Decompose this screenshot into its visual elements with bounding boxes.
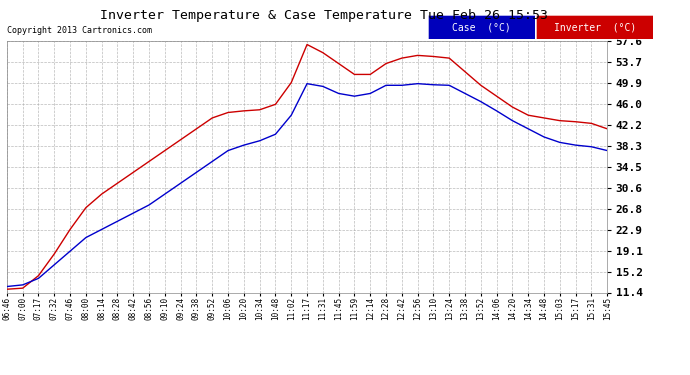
- Text: Inverter  (°C): Inverter (°C): [553, 22, 636, 32]
- Text: Case  (°C): Case (°C): [452, 22, 511, 32]
- Text: Copyright 2013 Cartronics.com: Copyright 2013 Cartronics.com: [7, 26, 152, 35]
- Text: Inverter Temperature & Case Temperature Tue Feb 26 15:53: Inverter Temperature & Case Temperature …: [100, 9, 549, 22]
